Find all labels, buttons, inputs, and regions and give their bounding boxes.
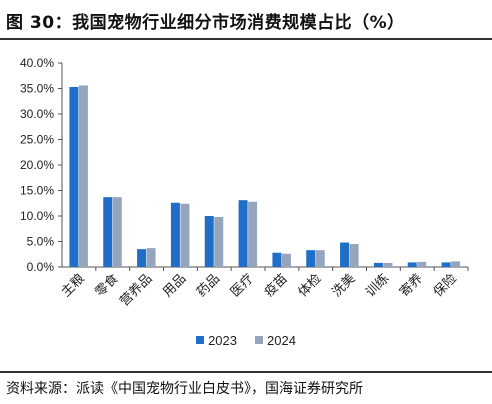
top-rule <box>0 38 492 40</box>
x-tick-label: 疫苗 <box>261 271 291 301</box>
x-tick-label: 主粮 <box>59 271 88 300</box>
y-tick-label: 25.0% <box>20 133 54 147</box>
bar-2023-7 <box>272 252 282 267</box>
x-tick-label: 用品 <box>160 271 189 300</box>
y-tick-label: 40.0% <box>20 56 54 70</box>
bar-2023-2 <box>103 197 113 267</box>
y-tick-label: 35.0% <box>20 82 54 96</box>
legend-swatch-2023 <box>196 336 205 344</box>
bar-2024-7 <box>281 253 291 267</box>
bar-2024-9 <box>349 244 359 267</box>
bar-2023-10 <box>373 262 383 267</box>
bar-2024-4 <box>180 203 190 267</box>
bar-2023-6 <box>238 200 248 267</box>
y-tick-label: 30.0% <box>20 107 54 121</box>
bar-2024-5 <box>214 217 224 267</box>
bar-2024-12 <box>451 261 461 267</box>
source-note: 资料来源：派读《中国宠物行业白皮书》，国海证券研究所 <box>6 381 363 397</box>
x-tick-label: 体检 <box>296 271 325 300</box>
bar-2024-2 <box>112 197 122 267</box>
bar-2023-11 <box>407 262 417 267</box>
x-tick-label: 寄养 <box>396 271 426 301</box>
legend-swatch-2024 <box>255 336 263 344</box>
bar-2023-8 <box>306 250 316 267</box>
bar-2024-11 <box>417 261 427 267</box>
bar-2024-8 <box>315 250 325 267</box>
x-tick-label: 保险 <box>431 271 460 300</box>
x-tick-label: 零食 <box>92 271 122 301</box>
x-tick-label: 药品 <box>194 271 223 300</box>
legend-item-2023: 2023 <box>196 333 237 348</box>
x-tick-label: 营养品 <box>117 271 156 310</box>
x-tick-label: 训练 <box>363 271 392 300</box>
x-tick-label: 医疗 <box>228 271 257 300</box>
bar-2023-3 <box>137 249 147 267</box>
bar-2023-5 <box>204 216 214 267</box>
y-tick-label: 0.0% <box>27 260 55 274</box>
bar-chart: 0.0% 5.0% 10.0% 15.0% 20.0% 25.0% 30.0% 35.0% 40… <box>20 56 469 310</box>
figure-title-bar: 图 30：我国宠物行业细分市场消费规模占比（%） <box>0 0 492 40</box>
bar-2023-4 <box>170 202 180 267</box>
legend-item-2024: 2024 <box>255 333 296 348</box>
bar-2024-6 <box>248 201 258 267</box>
bar-2023-9 <box>340 242 350 267</box>
legend-label-2023: 2023 <box>208 332 237 348</box>
figure-title: 图 30：我国宠物行业细分市场消费规模占比（%） <box>6 12 405 33</box>
bar-2023-12 <box>441 262 451 267</box>
chart-legend: 2023 2024 <box>0 330 492 350</box>
bottom-rule <box>0 371 492 373</box>
y-tick-label: 20.0% <box>20 158 54 172</box>
bar-2024-3 <box>146 248 156 267</box>
bar-2023-1 <box>69 86 79 267</box>
y-tick-label: 10.0% <box>20 209 54 223</box>
y-tick-label: 5.0% <box>27 235 55 249</box>
x-tick-label: 洗美 <box>329 271 358 300</box>
bar-2024-1 <box>78 85 88 267</box>
legend-label-2024: 2024 <box>267 332 296 348</box>
bar-2024-10 <box>383 262 393 267</box>
y-tick-label: 15.0% <box>20 184 54 198</box>
